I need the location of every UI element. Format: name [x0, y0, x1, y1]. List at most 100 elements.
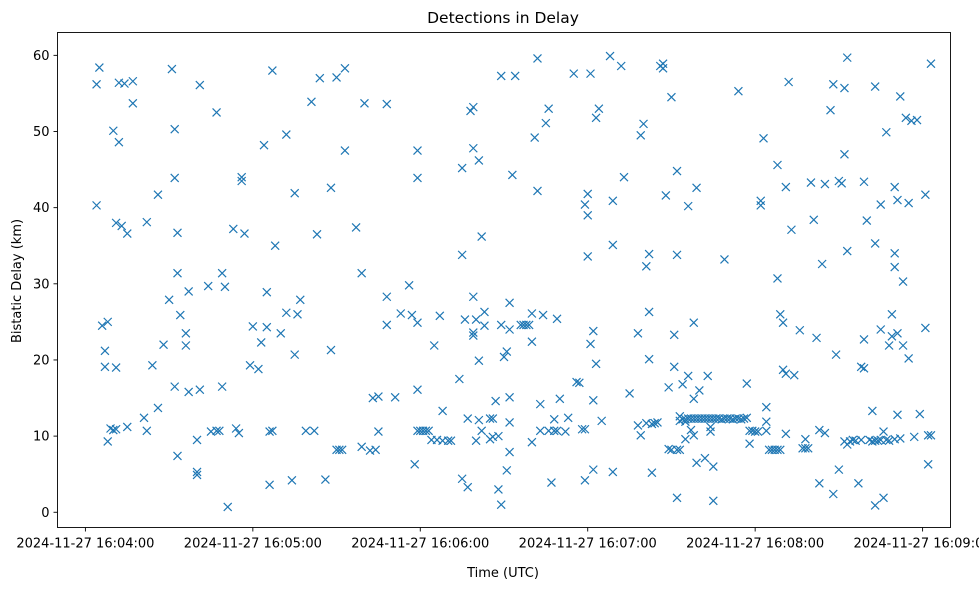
data-point	[496, 320, 506, 330]
data-point	[505, 325, 515, 334]
data-point	[212, 426, 221, 436]
x-axis-title: Time (UTC)	[466, 566, 539, 581]
data-point	[563, 413, 573, 423]
data-point	[468, 331, 478, 341]
data-point	[217, 268, 227, 278]
data-point	[672, 250, 682, 260]
data-point	[535, 426, 545, 436]
data-point	[373, 392, 383, 401]
data-point	[326, 183, 336, 193]
data-point	[521, 320, 531, 330]
data-point	[307, 97, 316, 107]
data-point	[195, 385, 205, 395]
data-point	[170, 382, 180, 392]
data-point	[672, 493, 682, 503]
data-point	[853, 478, 863, 488]
data-point	[817, 259, 827, 269]
data-point	[837, 178, 847, 188]
data-point	[912, 115, 922, 125]
data-point	[276, 328, 286, 338]
data-point	[493, 484, 503, 494]
data-point	[636, 130, 646, 140]
data-point	[228, 224, 238, 234]
data-point	[560, 427, 570, 436]
data-point	[870, 500, 880, 510]
data-point	[873, 436, 883, 446]
data-point	[267, 426, 277, 436]
data-point	[890, 262, 900, 272]
data-point	[111, 424, 121, 434]
data-point	[644, 249, 654, 259]
data-point	[814, 478, 824, 488]
data-point	[262, 322, 272, 332]
data-point	[890, 248, 900, 258]
data-point	[111, 218, 121, 228]
data-point	[142, 426, 152, 436]
data-point	[290, 188, 300, 198]
data-point	[672, 445, 682, 455]
data-point	[795, 325, 805, 335]
data-point	[240, 229, 249, 238]
data-point	[457, 250, 467, 260]
data-point	[173, 268, 182, 278]
data-point	[309, 426, 319, 436]
data-point	[128, 76, 138, 86]
data-point	[468, 292, 478, 302]
data-point	[237, 172, 247, 182]
data-point	[466, 106, 475, 116]
data-point	[605, 51, 615, 61]
data-point	[692, 183, 701, 193]
data-point	[761, 402, 771, 412]
data-point	[680, 434, 690, 444]
data-point	[153, 190, 163, 200]
data-point	[895, 92, 905, 101]
data-point	[898, 341, 908, 350]
data-point	[859, 177, 869, 187]
data-point	[608, 196, 618, 206]
data-point	[203, 281, 213, 291]
data-point	[890, 182, 900, 192]
data-point	[270, 241, 280, 251]
data-point	[259, 140, 269, 150]
data-point	[706, 422, 715, 432]
data-point	[812, 333, 821, 343]
data-point	[588, 465, 598, 475]
data-point	[170, 124, 180, 134]
data-point	[100, 346, 110, 356]
data-point	[413, 385, 422, 395]
data-point	[488, 414, 498, 424]
data-point	[438, 406, 448, 416]
data-point	[214, 426, 224, 436]
data-point	[862, 216, 872, 226]
data-point	[800, 434, 810, 444]
data-point	[184, 387, 194, 397]
x-tick-label: 2024-11-27 16:06:00	[351, 537, 489, 552]
data-point	[295, 295, 305, 305]
data-point	[117, 221, 127, 231]
data-point	[212, 108, 221, 117]
data-point	[761, 426, 771, 436]
data-point	[410, 459, 420, 469]
data-point	[720, 255, 729, 264]
data-point	[538, 310, 548, 320]
data-point	[413, 146, 422, 155]
data-point	[446, 436, 456, 446]
data-point	[920, 323, 930, 333]
data-point	[92, 79, 101, 89]
data-point	[739, 414, 749, 424]
data-point	[926, 59, 936, 69]
data-point	[689, 318, 699, 328]
data-point	[407, 310, 417, 320]
data-point	[876, 200, 886, 210]
y-tick-label: 50	[33, 125, 50, 140]
data-point	[547, 478, 556, 487]
y-tick-label: 30	[33, 277, 50, 292]
data-point	[122, 422, 132, 432]
data-point	[111, 363, 121, 373]
data-point	[800, 443, 810, 453]
data-point	[926, 430, 936, 440]
data-point	[142, 217, 152, 227]
data-point	[884, 436, 894, 446]
data-point	[641, 261, 651, 271]
